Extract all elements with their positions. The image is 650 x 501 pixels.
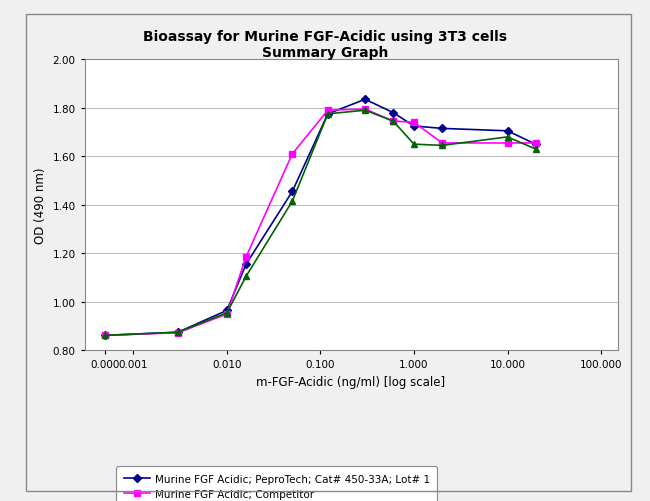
Line: Murine FGF Acidic; PeproTech; Cat# 450-33A; Lot# 1: Murine FGF Acidic; PeproTech; Cat# 450-3… [103,97,538,339]
Murine FGF Acidic; PeproTech; Cat# 450-33A; Lot# 1 [504,129,512,135]
Murine FGF Acidic; PeproTech; Cat# 450-33A; Lot# 1 [101,333,109,339]
X-axis label: m-FGF-Acidic (ng/ml) [log scale]: m-FGF-Acidic (ng/ml) [log scale] [257,375,445,388]
Line: Murine FGF Acidic; Competitor: Murine FGF Acidic; Competitor [103,107,538,339]
Murine FGF Acidic; PeproTech; Cat# 450-33A; Lot# 1 [324,112,332,118]
Murine FGF Acidic; PeproTech; Cat# 450-33A; Lot# 1 [242,262,250,268]
Murine FGF Acidic; PeproTech; Cat# 450-33A; Lot# 2 [361,108,369,114]
Murine FGF Acidic; Competitor [532,141,539,147]
Murine FGF Acidic; Competitor [389,119,397,125]
Murine FGF Acidic; PeproTech; Cat# 450-33A; Lot# 1 [361,97,369,103]
Murine FGF Acidic; Competitor [361,107,369,113]
Murine FGF Acidic; PeproTech; Cat# 450-33A; Lot# 2 [101,333,109,339]
Murine FGF Acidic; Competitor [174,330,182,336]
Legend: Murine FGF Acidic; PeproTech; Cat# 450-33A; Lot# 1, Murine FGF Acidic; Competito: Murine FGF Acidic; PeproTech; Cat# 450-3… [116,466,437,501]
Y-axis label: OD (490 nm): OD (490 nm) [34,167,47,243]
Murine FGF Acidic; PeproTech; Cat# 450-33A; Lot# 2 [324,112,332,118]
Murine FGF Acidic; Competitor [289,151,296,157]
Murine FGF Acidic; PeproTech; Cat# 450-33A; Lot# 1 [532,142,539,148]
Murine FGF Acidic; PeproTech; Cat# 450-33A; Lot# 2 [532,147,539,153]
Murine FGF Acidic; Competitor [324,108,332,114]
Murine FGF Acidic; PeproTech; Cat# 450-33A; Lot# 2 [174,330,182,336]
Text: Bioassay for Murine FGF-Acidic using 3T3 cells
Summary Graph: Bioassay for Murine FGF-Acidic using 3T3… [143,30,507,60]
Murine FGF Acidic; PeproTech; Cat# 450-33A; Lot# 1 [438,126,446,132]
Murine FGF Acidic; PeproTech; Cat# 450-33A; Lot# 2 [223,310,231,316]
Murine FGF Acidic; PeproTech; Cat# 450-33A; Lot# 1 [389,110,397,116]
Murine FGF Acidic; PeproTech; Cat# 450-33A; Lot# 2 [438,143,446,149]
Murine FGF Acidic; Competitor [242,255,250,261]
Murine FGF Acidic; PeproTech; Cat# 450-33A; Lot# 2 [389,119,397,125]
Murine FGF Acidic; PeproTech; Cat# 450-33A; Lot# 1 [289,189,296,195]
Murine FGF Acidic; Competitor [410,120,418,126]
Murine FGF Acidic; PeproTech; Cat# 450-33A; Lot# 2 [242,274,250,280]
Line: Murine FGF Acidic; PeproTech; Cat# 450-33A; Lot# 2: Murine FGF Acidic; PeproTech; Cat# 450-3… [103,108,538,339]
Murine FGF Acidic; Competitor [223,311,231,318]
Murine FGF Acidic; PeproTech; Cat# 450-33A; Lot# 1 [410,124,418,130]
Murine FGF Acidic; Competitor [504,141,512,147]
Murine FGF Acidic; PeproTech; Cat# 450-33A; Lot# 1 [223,308,231,314]
Murine FGF Acidic; PeproTech; Cat# 450-33A; Lot# 2 [289,199,296,205]
Murine FGF Acidic; Competitor [438,141,446,147]
Murine FGF Acidic; PeproTech; Cat# 450-33A; Lot# 1 [174,330,182,336]
Murine FGF Acidic; Competitor [101,333,109,339]
Murine FGF Acidic; PeproTech; Cat# 450-33A; Lot# 2 [504,135,512,141]
Murine FGF Acidic; PeproTech; Cat# 450-33A; Lot# 2 [410,142,418,148]
